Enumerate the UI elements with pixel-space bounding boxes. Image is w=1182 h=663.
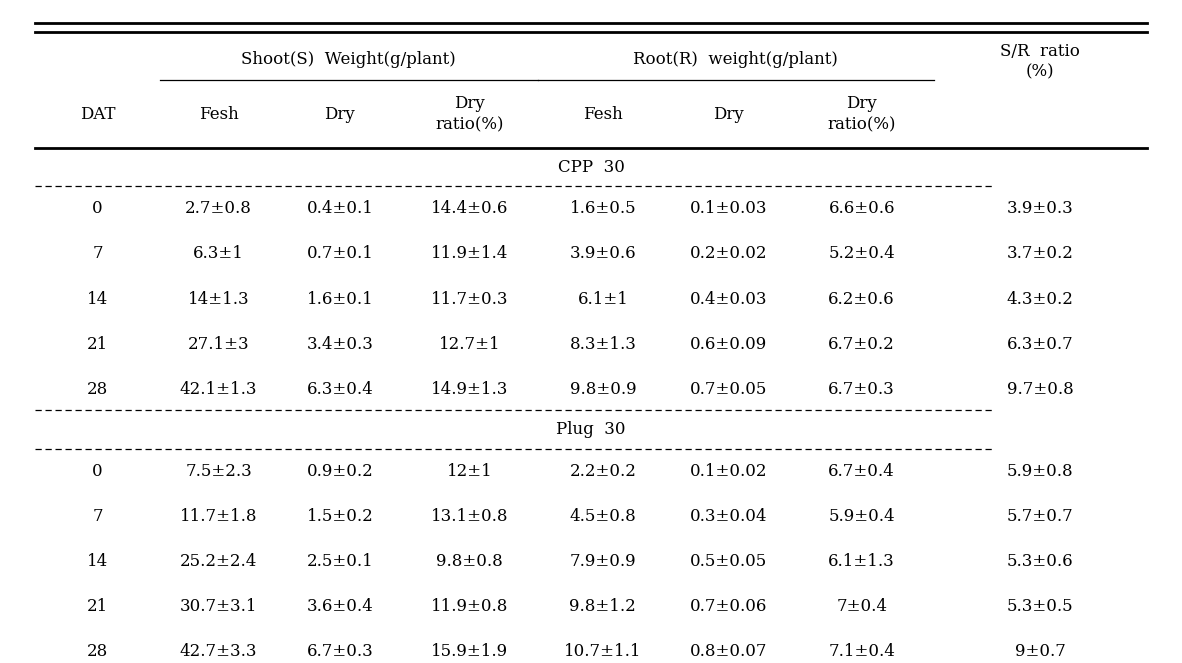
Text: 11.7±1.8: 11.7±1.8: [180, 508, 258, 525]
Text: 8.3±1.3: 8.3±1.3: [570, 335, 636, 353]
Text: Shoot(S)  Weight(g/plant): Shoot(S) Weight(g/plant): [241, 50, 456, 68]
Text: 0.1±0.03: 0.1±0.03: [690, 200, 767, 217]
Text: 11.9±1.4: 11.9±1.4: [431, 245, 508, 263]
Text: 7±0.4: 7±0.4: [836, 598, 888, 615]
Text: 6.7±0.3: 6.7±0.3: [306, 643, 374, 660]
Text: 0.7±0.06: 0.7±0.06: [690, 598, 767, 615]
Text: DAT: DAT: [79, 106, 116, 123]
Text: 14.9±1.3: 14.9±1.3: [431, 381, 508, 398]
Text: 7: 7: [92, 508, 103, 525]
Text: 7.5±2.3: 7.5±2.3: [186, 463, 252, 480]
Text: 9±0.7: 9±0.7: [1014, 643, 1066, 660]
Text: 0.9±0.2: 0.9±0.2: [306, 463, 374, 480]
Text: Root(R)  weight(g/plant): Root(R) weight(g/plant): [634, 50, 838, 68]
Text: 13.1±0.8: 13.1±0.8: [431, 508, 508, 525]
Text: 5.3±0.6: 5.3±0.6: [1007, 553, 1073, 570]
Text: 10.7±1.1: 10.7±1.1: [564, 643, 642, 660]
Text: 9.8±0.8: 9.8±0.8: [436, 553, 504, 570]
Text: 0.7±0.1: 0.7±0.1: [306, 245, 374, 263]
Text: CPP  30: CPP 30: [558, 158, 624, 176]
Text: 0.3±0.04: 0.3±0.04: [690, 508, 767, 525]
Text: 5.9±0.4: 5.9±0.4: [829, 508, 895, 525]
Text: 14±1.3: 14±1.3: [188, 290, 249, 308]
Text: 6.3±0.4: 6.3±0.4: [306, 381, 374, 398]
Text: 1.6±0.1: 1.6±0.1: [306, 290, 374, 308]
Text: 6.7±0.2: 6.7±0.2: [829, 335, 895, 353]
Text: 9.7±0.8: 9.7±0.8: [1007, 381, 1073, 398]
Text: 15.9±1.9: 15.9±1.9: [431, 643, 508, 660]
Text: 4.3±0.2: 4.3±0.2: [1007, 290, 1073, 308]
Text: Dry: Dry: [713, 106, 745, 123]
Text: 7.1±0.4: 7.1±0.4: [829, 643, 895, 660]
Text: 2.7±0.8: 2.7±0.8: [186, 200, 252, 217]
Text: 5.2±0.4: 5.2±0.4: [829, 245, 895, 263]
Text: 2.2±0.2: 2.2±0.2: [570, 463, 636, 480]
Text: 6.2±0.6: 6.2±0.6: [829, 290, 895, 308]
Text: 6.3±0.7: 6.3±0.7: [1007, 335, 1073, 353]
Text: 28: 28: [87, 643, 108, 660]
Text: 0: 0: [92, 463, 103, 480]
Text: 0.4±0.03: 0.4±0.03: [690, 290, 767, 308]
Text: 3.7±0.2: 3.7±0.2: [1007, 245, 1073, 263]
Text: 25.2±2.4: 25.2±2.4: [180, 553, 258, 570]
Text: S/R  ratio: S/R ratio: [1000, 42, 1080, 60]
Text: 9.8±0.9: 9.8±0.9: [570, 381, 636, 398]
Text: 1.6±0.5: 1.6±0.5: [570, 200, 636, 217]
Text: (%): (%): [1026, 64, 1054, 81]
Text: 42.1±1.3: 42.1±1.3: [180, 381, 258, 398]
Text: 4.5±0.8: 4.5±0.8: [570, 508, 636, 525]
Text: Plug  30: Plug 30: [557, 421, 625, 438]
Text: 0: 0: [92, 200, 103, 217]
Text: 14: 14: [87, 290, 108, 308]
Text: 6.1±1: 6.1±1: [577, 290, 629, 308]
Text: 6.1±1.3: 6.1±1.3: [829, 553, 895, 570]
Text: Dry
ratio(%): Dry ratio(%): [436, 95, 504, 133]
Text: 28: 28: [87, 381, 108, 398]
Text: 2.5±0.1: 2.5±0.1: [306, 553, 374, 570]
Text: Fesh: Fesh: [583, 106, 623, 123]
Text: 1.5±0.2: 1.5±0.2: [306, 508, 374, 525]
Text: 6.7±0.3: 6.7±0.3: [829, 381, 895, 398]
Text: 9.8±1.2: 9.8±1.2: [570, 598, 636, 615]
Text: 7: 7: [92, 245, 103, 263]
Text: 0.8±0.07: 0.8±0.07: [690, 643, 767, 660]
Text: 7.9±0.9: 7.9±0.9: [570, 553, 636, 570]
Text: 12±1: 12±1: [447, 463, 493, 480]
Text: 3.9±0.6: 3.9±0.6: [570, 245, 636, 263]
Text: 6.6±0.6: 6.6±0.6: [829, 200, 895, 217]
Text: 14.4±0.6: 14.4±0.6: [431, 200, 508, 217]
Text: 42.7±3.3: 42.7±3.3: [180, 643, 258, 660]
Text: 11.7±0.3: 11.7±0.3: [431, 290, 508, 308]
Text: 0.4±0.1: 0.4±0.1: [306, 200, 374, 217]
Text: 27.1±3: 27.1±3: [188, 335, 249, 353]
Text: 5.3±0.5: 5.3±0.5: [1007, 598, 1073, 615]
Text: Fesh: Fesh: [199, 106, 239, 123]
Text: 0.5±0.05: 0.5±0.05: [690, 553, 767, 570]
Text: 6.3±1: 6.3±1: [193, 245, 245, 263]
Text: 0.2±0.02: 0.2±0.02: [690, 245, 767, 263]
Text: Dry
ratio(%): Dry ratio(%): [827, 95, 896, 133]
Text: 30.7±3.1: 30.7±3.1: [180, 598, 258, 615]
Text: 6.7±0.4: 6.7±0.4: [829, 463, 895, 480]
Text: 3.6±0.4: 3.6±0.4: [306, 598, 374, 615]
Text: 21: 21: [87, 598, 108, 615]
Text: 5.9±0.8: 5.9±0.8: [1007, 463, 1073, 480]
Text: 3.4±0.3: 3.4±0.3: [306, 335, 374, 353]
Text: 0.7±0.05: 0.7±0.05: [690, 381, 767, 398]
Text: 21: 21: [87, 335, 108, 353]
Text: Dry: Dry: [324, 106, 356, 123]
Text: 3.9±0.3: 3.9±0.3: [1007, 200, 1073, 217]
Text: 0.6±0.09: 0.6±0.09: [690, 335, 767, 353]
Text: 14: 14: [87, 553, 108, 570]
Text: 11.9±0.8: 11.9±0.8: [431, 598, 508, 615]
Text: 5.7±0.7: 5.7±0.7: [1007, 508, 1073, 525]
Text: 12.7±1: 12.7±1: [439, 335, 501, 353]
Text: 0.1±0.02: 0.1±0.02: [690, 463, 767, 480]
